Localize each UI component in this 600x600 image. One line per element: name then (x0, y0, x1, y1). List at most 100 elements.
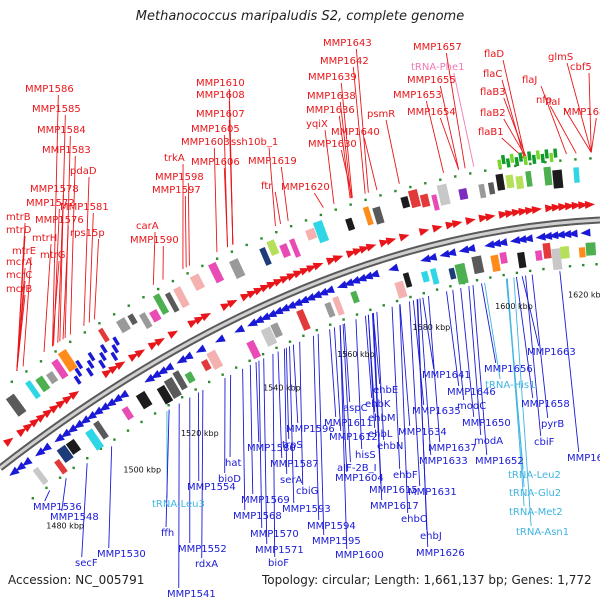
inner-feature-tile (260, 326, 278, 347)
label-leader-line (590, 117, 597, 153)
label-leader-line (515, 276, 534, 399)
label-leader-line (44, 490, 51, 502)
forward-gene-label: mtrD (6, 225, 32, 236)
forward-gene-arrow (485, 213, 496, 222)
kbp-tick-label: 1580 kbp (413, 323, 451, 332)
forward-gene-label: mtrE (12, 246, 36, 257)
forward-gene-label: MMP1657 (413, 42, 462, 53)
reverse-gene-label: MMP1541 (167, 589, 216, 600)
label-leader-line (563, 107, 592, 153)
label-leader-line (439, 85, 460, 170)
inner-feature-tile (206, 349, 224, 370)
dense-gene-block (99, 344, 108, 354)
inner-rail-dot (31, 497, 35, 500)
flagella-block (505, 158, 511, 168)
label-leader-line (340, 149, 353, 198)
forward-gene-label: MMP1643 (323, 38, 372, 49)
forward-gene-label: MMP1653 (393, 90, 442, 101)
reverse-gene-arrow (150, 370, 162, 379)
kbp-tick-label: 1520 kbp (181, 429, 219, 438)
outer-feature-tile (305, 227, 318, 241)
inner-feature-tile (578, 247, 586, 258)
label-leader-line (285, 347, 290, 440)
label-leader-line (521, 275, 540, 347)
inner-rail-dot (302, 334, 305, 338)
forward-gene-arrow (55, 399, 67, 409)
reverse-gene-arrow (368, 269, 380, 278)
inner-rail-dot (221, 373, 224, 376)
inner-rail-dot (58, 476, 62, 479)
outer-feature-tile (35, 375, 51, 393)
label-leader-line (355, 319, 363, 450)
flagella-block (518, 152, 523, 162)
flagella-block (553, 148, 558, 158)
label-leader-line (94, 238, 100, 320)
genome-summary-label: Topology: circular; Length: 1,661,137 bp… (262, 573, 592, 587)
forward-gene-label: MMP1583 (42, 145, 91, 156)
reverse-gene-label: MMP1635 (412, 406, 461, 417)
reverse-gene-label: MMP1665 (567, 453, 600, 464)
forward-gene-label: mtrH (32, 233, 57, 244)
reverse-gene-arrow (247, 318, 258, 327)
label-leader-line (446, 291, 460, 387)
forward-gene-arrow (385, 237, 397, 246)
outer-rail-dot (142, 296, 145, 299)
forward-gene-arrow (266, 281, 278, 290)
outer-rail-dot (589, 157, 592, 160)
label-leader-line (184, 195, 187, 268)
dense-gene-block (112, 336, 121, 346)
reverse-gene-arrow (118, 389, 130, 399)
reverse-gene-label: MMP1631 (408, 487, 457, 498)
label-leader-line (501, 79, 525, 159)
reverse-gene-arrow (292, 298, 303, 306)
forward-gene-arrow (306, 265, 317, 273)
label-leader-line (460, 287, 475, 418)
reverse-gene-arrow (497, 238, 508, 246)
label-leader-line (223, 167, 228, 248)
reverse-gene-arrow (86, 410, 98, 420)
forward-gene-label: mcrC (6, 270, 32, 281)
reverse-gene-arrow (99, 402, 110, 412)
reverse-gene-arrow (285, 300, 297, 309)
gene-labels: MMP1586 MMP1585 MMP1584 MMP1583 pdaD MMP1578 M… (6, 38, 600, 600)
flagella-block (523, 155, 528, 166)
forward-gene-label: flaC (483, 69, 502, 80)
inner-feature-tile (499, 251, 508, 265)
outer-feature-tile (478, 183, 487, 199)
inner-feature-tile (296, 309, 311, 331)
reverse-gene-arrow (535, 232, 546, 241)
forward-gene-arrow (101, 369, 113, 379)
kbp-tick-label: 1500 kbp (123, 466, 161, 475)
reverse-gene-arrow (567, 229, 578, 238)
inner-rail-dot (315, 328, 319, 332)
outer-feature-tile (189, 273, 206, 292)
outer-rail-dot (83, 331, 87, 334)
reverse-gene-label: ffh (161, 528, 174, 539)
reverse-gene-label: MMP1530 (97, 549, 146, 560)
reverse-gene-label: MMP1646 (447, 387, 496, 398)
label-leader-line (352, 66, 366, 194)
label-leader-line (299, 341, 304, 486)
feature-tracks (5, 148, 598, 500)
outer-rail-dot (574, 158, 577, 161)
inner-rail-dot (194, 388, 197, 391)
forward-gene-label: trkA (164, 153, 185, 164)
inner-feature-tile (200, 359, 212, 372)
forward-gene-label: MMP1654 (407, 107, 456, 118)
outer-rail-dot (25, 370, 28, 373)
label-leader-line (201, 390, 204, 559)
label-leader-line (62, 225, 69, 340)
reverse-gene-arrow (439, 249, 451, 258)
reverse-gene-label: MMP1596 (286, 424, 335, 435)
kbp-tick-label: 1540 kbp (263, 383, 301, 392)
reverse-gene-arrow (253, 315, 265, 324)
forward-gene-label: MMP1630 (308, 139, 357, 150)
reverse-gene-label: serA (280, 475, 302, 486)
forward-gene-label: MMP1578 (30, 184, 79, 195)
label-leader-line (277, 351, 283, 459)
outer-rail-dot (529, 162, 532, 166)
reverse-gene-label: MMP1536 (33, 502, 82, 513)
label-leader-line (468, 286, 482, 436)
forward-gene-label: yqiX (306, 119, 328, 130)
outer-rail-dot (454, 175, 457, 178)
